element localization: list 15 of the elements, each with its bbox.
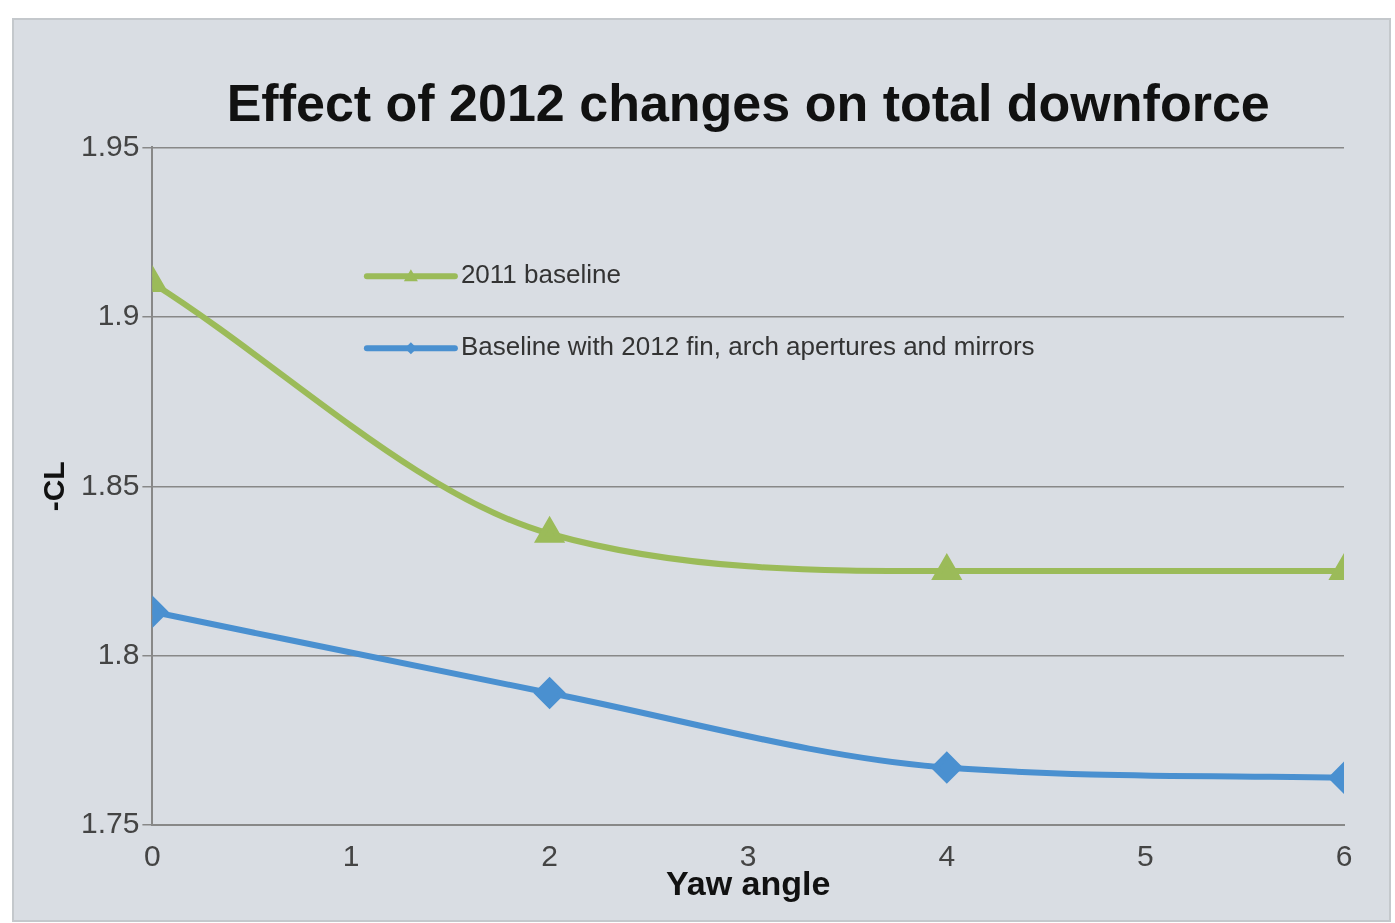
y-axis-title: -CL bbox=[37, 461, 71, 512]
y-tick-label: 1.95 bbox=[81, 128, 140, 162]
legend-label: Baseline with 2012 fin, arch apertures and mirrors bbox=[460, 331, 1035, 362]
y-tick-label: 1.9 bbox=[97, 298, 140, 332]
legend-label: 2011 baseline bbox=[460, 259, 621, 290]
y-tick-label: 1.8 bbox=[97, 637, 140, 671]
y-tick-label: 1.75 bbox=[81, 806, 140, 840]
x-tick-label: 5 bbox=[1137, 839, 1154, 873]
x-tick-label: 1 bbox=[342, 839, 360, 873]
x-tick-label: 0 bbox=[144, 839, 161, 873]
y-tick-label: 1.85 bbox=[81, 467, 140, 501]
x-tick-label: 2 bbox=[541, 839, 558, 873]
x-tick-label: 4 bbox=[938, 839, 956, 873]
x-tick-label: 6 bbox=[1335, 839, 1353, 873]
chart-title: Effect of 2012 changes on total downforce bbox=[226, 73, 1270, 132]
